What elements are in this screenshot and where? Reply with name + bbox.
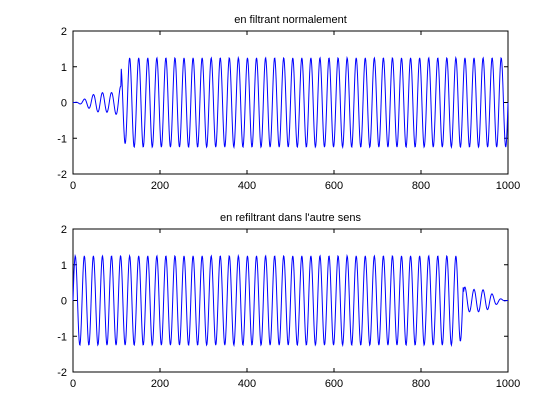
y-tick-label: 2	[61, 26, 67, 38]
x-tick-label: 600	[325, 180, 343, 192]
x-tick-label: 800	[412, 378, 430, 390]
y-tick-label: 1	[61, 260, 67, 272]
y-tick-label: -1	[57, 331, 67, 343]
x-tick-label: 600	[325, 378, 343, 390]
signal-line	[72, 253, 508, 348]
chart-title: en filtrant normalement	[234, 14, 347, 26]
y-tick-label: 0	[61, 98, 67, 110]
chart-title: en refiltrant dans l'autre sens	[220, 212, 361, 224]
signal-line	[73, 55, 509, 150]
x-tick-label: 0	[70, 378, 76, 390]
x-tick-label: 1000	[496, 180, 520, 192]
x-tick-label: 1000	[496, 378, 520, 390]
subplot-top: en filtrant normalement 0 200 400 600 800 1000…	[57, 14, 520, 192]
y-tick-label: -2	[57, 367, 67, 379]
x-tick-label: 400	[238, 378, 256, 390]
y-tick-label: 1	[61, 62, 67, 74]
x-tick-label: 200	[151, 378, 169, 390]
y-tick-label: -1	[57, 133, 67, 145]
subplot-bottom: en refiltrant dans l'autre sens 0 200 400 60…	[57, 212, 520, 390]
x-tick-label: 0	[70, 180, 76, 192]
y-tick-label: 2	[61, 224, 67, 236]
x-tick-label: 400	[238, 180, 256, 192]
y-tick-label: -2	[57, 169, 67, 181]
y-tick-label: 0	[61, 296, 67, 308]
x-tick-label: 800	[412, 180, 430, 192]
x-tick-label: 200	[151, 180, 169, 192]
